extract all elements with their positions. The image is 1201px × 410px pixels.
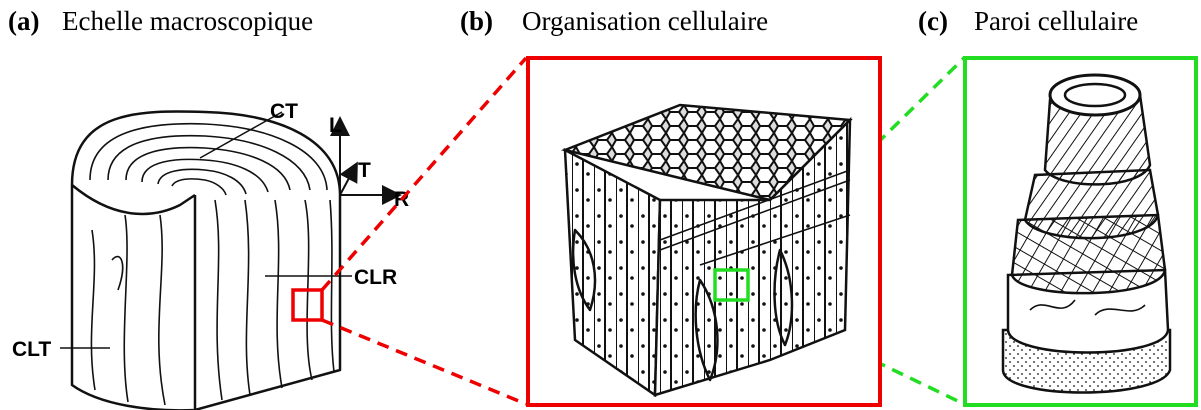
panel-title: Echelle macroscopique <box>62 6 313 36</box>
panel-b-title: (b) Organisation cellulaire <box>460 6 768 36</box>
annotation: CLR <box>354 266 397 289</box>
panel-a-title: (a) Echelle macroscopique <box>8 6 313 36</box>
panel-title: Organisation cellulaire <box>522 6 768 36</box>
figure: (a) Echelle macroscopique (b) Organisati… <box>0 0 1201 410</box>
annotation: CT <box>270 100 298 123</box>
panel-label: (b) <box>460 6 493 36</box>
axis-label: T <box>358 159 371 182</box>
panel-label: (c) <box>918 6 948 36</box>
log-drawing <box>60 111 398 410</box>
panel-c-title: (c) Paroi cellulaire <box>918 6 1138 36</box>
axis-label: L <box>329 114 342 137</box>
panel-title: Paroi cellulaire <box>974 6 1138 36</box>
annotation: CLT <box>12 338 51 361</box>
panel-label: (a) <box>8 6 39 36</box>
